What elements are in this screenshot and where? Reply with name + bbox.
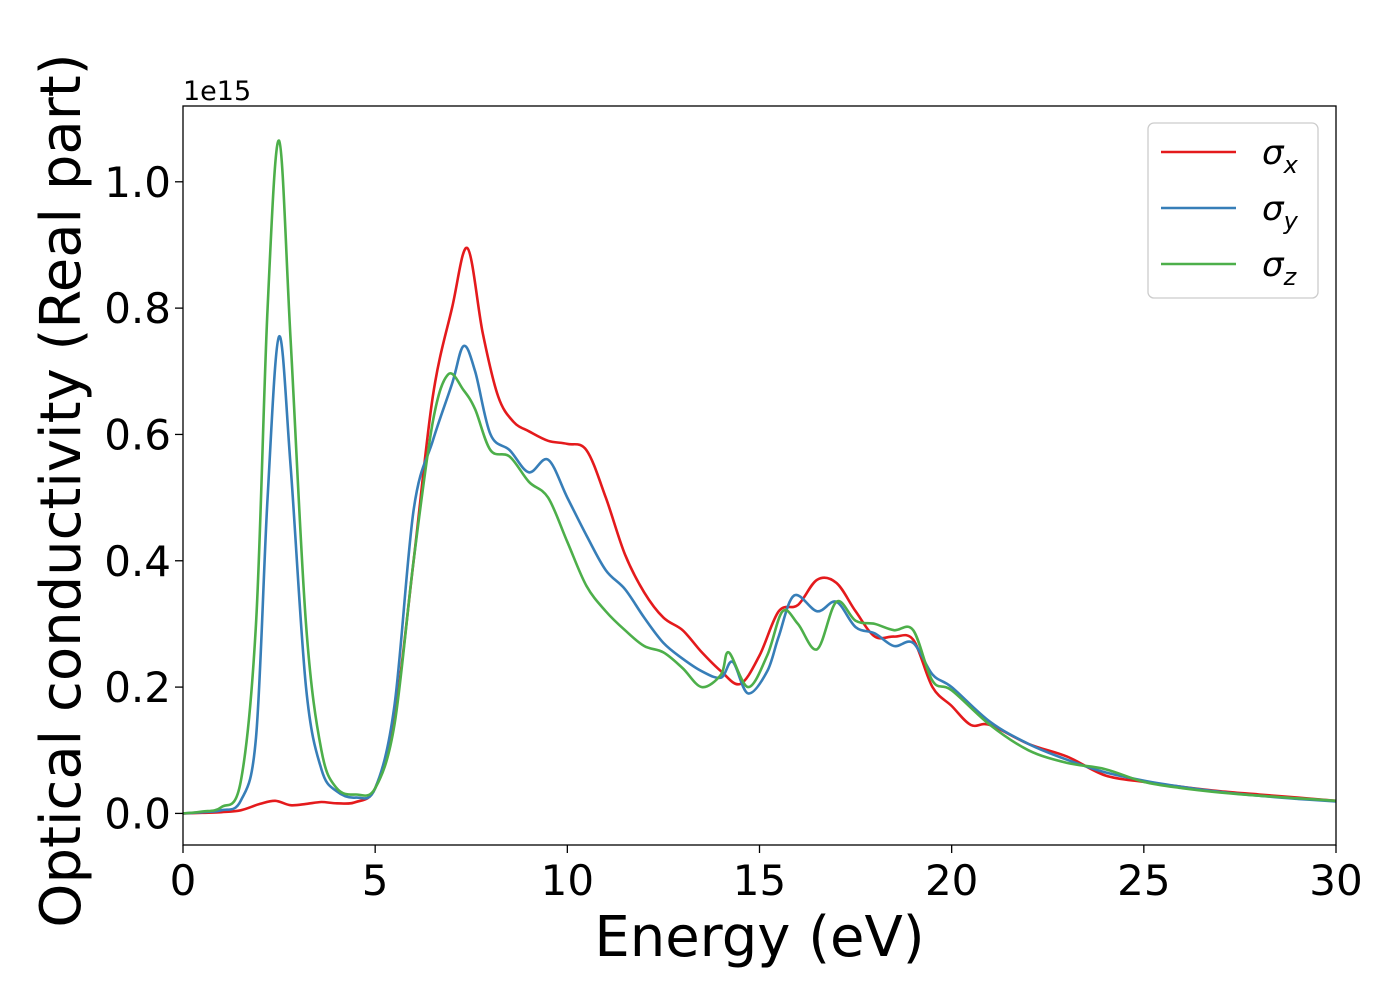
- legend-label-x: σx: [1262, 133, 1299, 179]
- x-axis: 0 5 10 15 20 25 30: [170, 845, 1363, 905]
- x-tick-label: 15: [733, 856, 786, 905]
- y-offset-label: 1e15: [183, 76, 251, 107]
- y-tick-label: 0.0: [104, 789, 171, 838]
- legend-symbol: σ: [1262, 189, 1285, 229]
- series-line-z: [182, 139, 1337, 815]
- series-layer: [182, 139, 1337, 815]
- legend-label-z: σz: [1262, 245, 1298, 291]
- x-tick-label: 20: [925, 856, 978, 905]
- legend-subscript: z: [1283, 263, 1298, 291]
- y-tick-label: 1.0: [104, 158, 171, 207]
- y-tick-label: 0.4: [104, 537, 171, 586]
- legend-subscript: y: [1283, 207, 1299, 235]
- y-axis-label: Optical conductivity (Real part): [29, 53, 94, 927]
- x-tick-label: 5: [362, 856, 389, 905]
- y-tick-label: 0.6: [104, 410, 171, 459]
- x-tick-label: 30: [1309, 856, 1362, 905]
- legend-symbol: σ: [1262, 245, 1285, 285]
- x-tick-label: 0: [170, 856, 197, 905]
- y-tick-label: 0.8: [104, 284, 171, 333]
- legend-box: [1147, 122, 1319, 299]
- legend-subscript: x: [1283, 151, 1299, 179]
- x-axis-label: Energy (eV): [594, 905, 924, 970]
- series-line-y: [182, 335, 1337, 815]
- y-tick-label: 0.2: [104, 663, 171, 712]
- x-tick-label: 10: [541, 856, 594, 905]
- y-axis: 0.0 0.2 0.4 0.6 0.8 1.0: [104, 158, 183, 838]
- legend-symbol: σ: [1262, 133, 1285, 173]
- x-tick-label: 25: [1117, 856, 1170, 905]
- legend-label-y: σy: [1262, 189, 1299, 235]
